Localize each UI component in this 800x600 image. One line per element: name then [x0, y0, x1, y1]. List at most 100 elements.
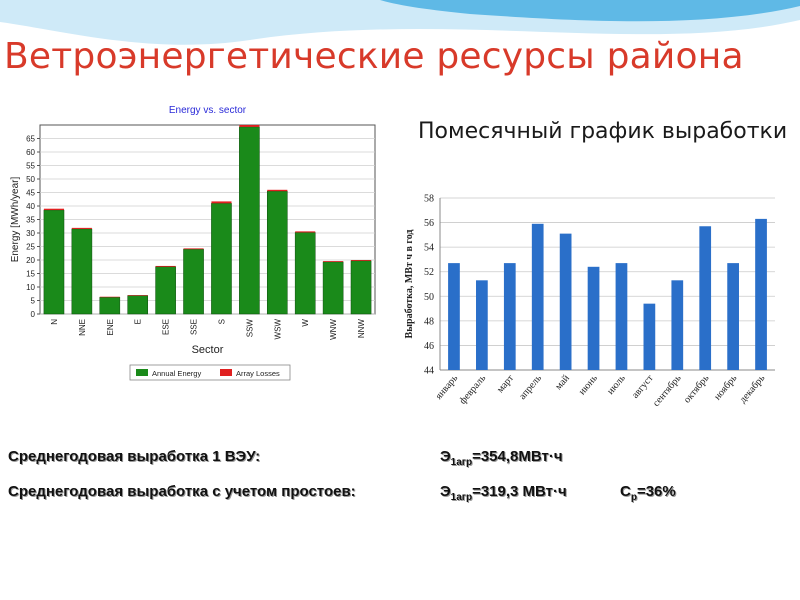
x-tick-label: ноябрь [712, 373, 740, 403]
y-tick-label: 46 [424, 341, 434, 352]
bar-array-losses [295, 231, 316, 233]
bar-array-losses [211, 201, 232, 204]
x-tick-label: SSE [190, 319, 199, 335]
stat-var: Э [440, 448, 451, 465]
y-tick-label: 0 [31, 310, 36, 319]
bar-array-losses [267, 189, 288, 192]
bar-monthly-output [559, 233, 572, 370]
x-tick-label: октябрь [682, 373, 712, 406]
y-tick-label: 40 [26, 202, 35, 211]
stat-line-output-with-downtime: Среднегодовая выработка с учетом простое… [8, 483, 676, 503]
y-tick-label: 15 [26, 270, 35, 279]
wave-shape [380, 0, 800, 22]
x-tick-label: W [301, 319, 310, 327]
bar-annual-energy [43, 209, 65, 315]
x-tick-label: NNE [78, 319, 87, 336]
cf-var: С [620, 483, 631, 500]
bar-annual-energy [266, 190, 288, 315]
bar-monthly-output [727, 263, 739, 370]
x-tick-label: ENE [106, 319, 115, 335]
x-tick-label: N [50, 319, 59, 325]
x-tick-label: SSW [245, 319, 254, 338]
x-tick-label: февраль [457, 373, 488, 407]
bar-annual-energy [155, 266, 176, 315]
x-tick-label: март [495, 372, 517, 395]
legend-swatch-annual-energy [136, 369, 148, 376]
bar-annual-energy [127, 295, 149, 315]
bar-monthly-output [476, 280, 488, 370]
x-tick-label: WSW [273, 319, 282, 340]
bar-annual-energy [350, 260, 372, 315]
stat-value: =319,3 МВт·ч [472, 483, 567, 500]
x-tick-label: август [630, 372, 656, 400]
stat-subscript: 1агр [450, 457, 473, 468]
y-tick-label: 52 [424, 267, 434, 278]
bar-array-losses [71, 227, 92, 229]
legend-swatch-array-losses [220, 369, 232, 376]
bar-monthly-output [587, 266, 600, 370]
y-tick-label: 55 [26, 162, 35, 171]
legend-label-array-losses: Array Losses [236, 369, 280, 378]
stat-value: =354,8МВт·ч [472, 448, 563, 465]
x-tick-label: WNW [329, 319, 338, 340]
legend-label-annual-energy: Annual Energy [152, 369, 201, 378]
x-tick-label: сентябрь [651, 373, 684, 409]
y-tick-label: 10 [26, 283, 35, 292]
stat-formula: Э1агр=319,3 МВт·ч [440, 483, 567, 503]
bar-monthly-output [755, 218, 767, 370]
x-tick-label: E [134, 319, 143, 324]
bar-array-losses [350, 260, 372, 261]
y-tick-label: 54 [424, 243, 434, 254]
stat-var: Э [440, 483, 451, 500]
y-axis-label: Выработка, МВт ч в год [404, 230, 415, 339]
bar-array-losses [239, 125, 260, 127]
stat-formula: Э1агр=354,8МВт·ч [440, 448, 563, 468]
y-tick-label: 45 [26, 189, 35, 198]
bar-array-losses [127, 295, 148, 296]
bar-array-losses [183, 248, 204, 250]
cf-subscript: р [630, 492, 637, 503]
stat-label: Среднегодовая выработка с учетом простое… [8, 483, 356, 500]
bar-monthly-output [448, 263, 460, 370]
y-tick-label: 50 [26, 175, 35, 184]
y-axis-label: Energy [MWh/year] [10, 176, 21, 262]
bar-annual-energy [211, 203, 232, 315]
bar-monthly-output [503, 263, 516, 370]
bar-annual-energy [322, 261, 344, 315]
x-tick-label: NNW [357, 319, 366, 339]
bar-array-losses [323, 261, 344, 262]
bar-annual-energy [183, 248, 204, 315]
header-wave-decoration [0, 0, 800, 45]
monthly-chart-title: Помесячный график выработки [418, 119, 788, 144]
x-tick-label: июнь [577, 373, 600, 398]
slide-title: Ветроэнергетические ресурсы района [4, 36, 744, 77]
bar-annual-energy [99, 297, 121, 315]
y-tick-label: 20 [26, 256, 35, 265]
energy-vs-sector-chart: 0 5 10 15 20 25 30 35 40 45 50 55 60 65 N NNE ENE E ESE SSE… [10, 97, 388, 387]
bar-annual-energy [71, 228, 93, 315]
x-tick-label: ESE [162, 319, 171, 335]
y-tick-label: 25 [26, 243, 35, 252]
x-tick-label: июль [605, 373, 628, 397]
y-tick-label: 5 [31, 297, 36, 306]
y-tick-label: 58 [424, 194, 434, 205]
bar-monthly-output [699, 226, 712, 370]
bar-monthly-output [643, 303, 656, 370]
y-tick-label: 48 [424, 316, 434, 327]
x-tick-label: декабрь [737, 373, 767, 406]
x-tick-label: май [553, 372, 572, 392]
capacity-factor: Ср=36% [620, 483, 676, 503]
y-tick-label: 56 [424, 218, 434, 229]
bar-array-losses [99, 296, 120, 298]
stat-line-annual-output: Среднегодовая выработка 1 ВЭУ: Э1агр=354… [8, 448, 563, 468]
bar-monthly-output [615, 263, 628, 370]
x-axis-label: Sector [192, 344, 224, 356]
y-tick-label: 35 [26, 216, 35, 225]
bar-annual-energy [294, 232, 316, 315]
y-tick-label: 65 [26, 135, 35, 144]
stat-label: Среднегодовая выработка 1 ВЭУ: [8, 448, 261, 465]
x-tick-label: апрель [517, 373, 544, 402]
bar-array-losses [43, 208, 65, 211]
y-tick-label: 50 [424, 292, 434, 303]
